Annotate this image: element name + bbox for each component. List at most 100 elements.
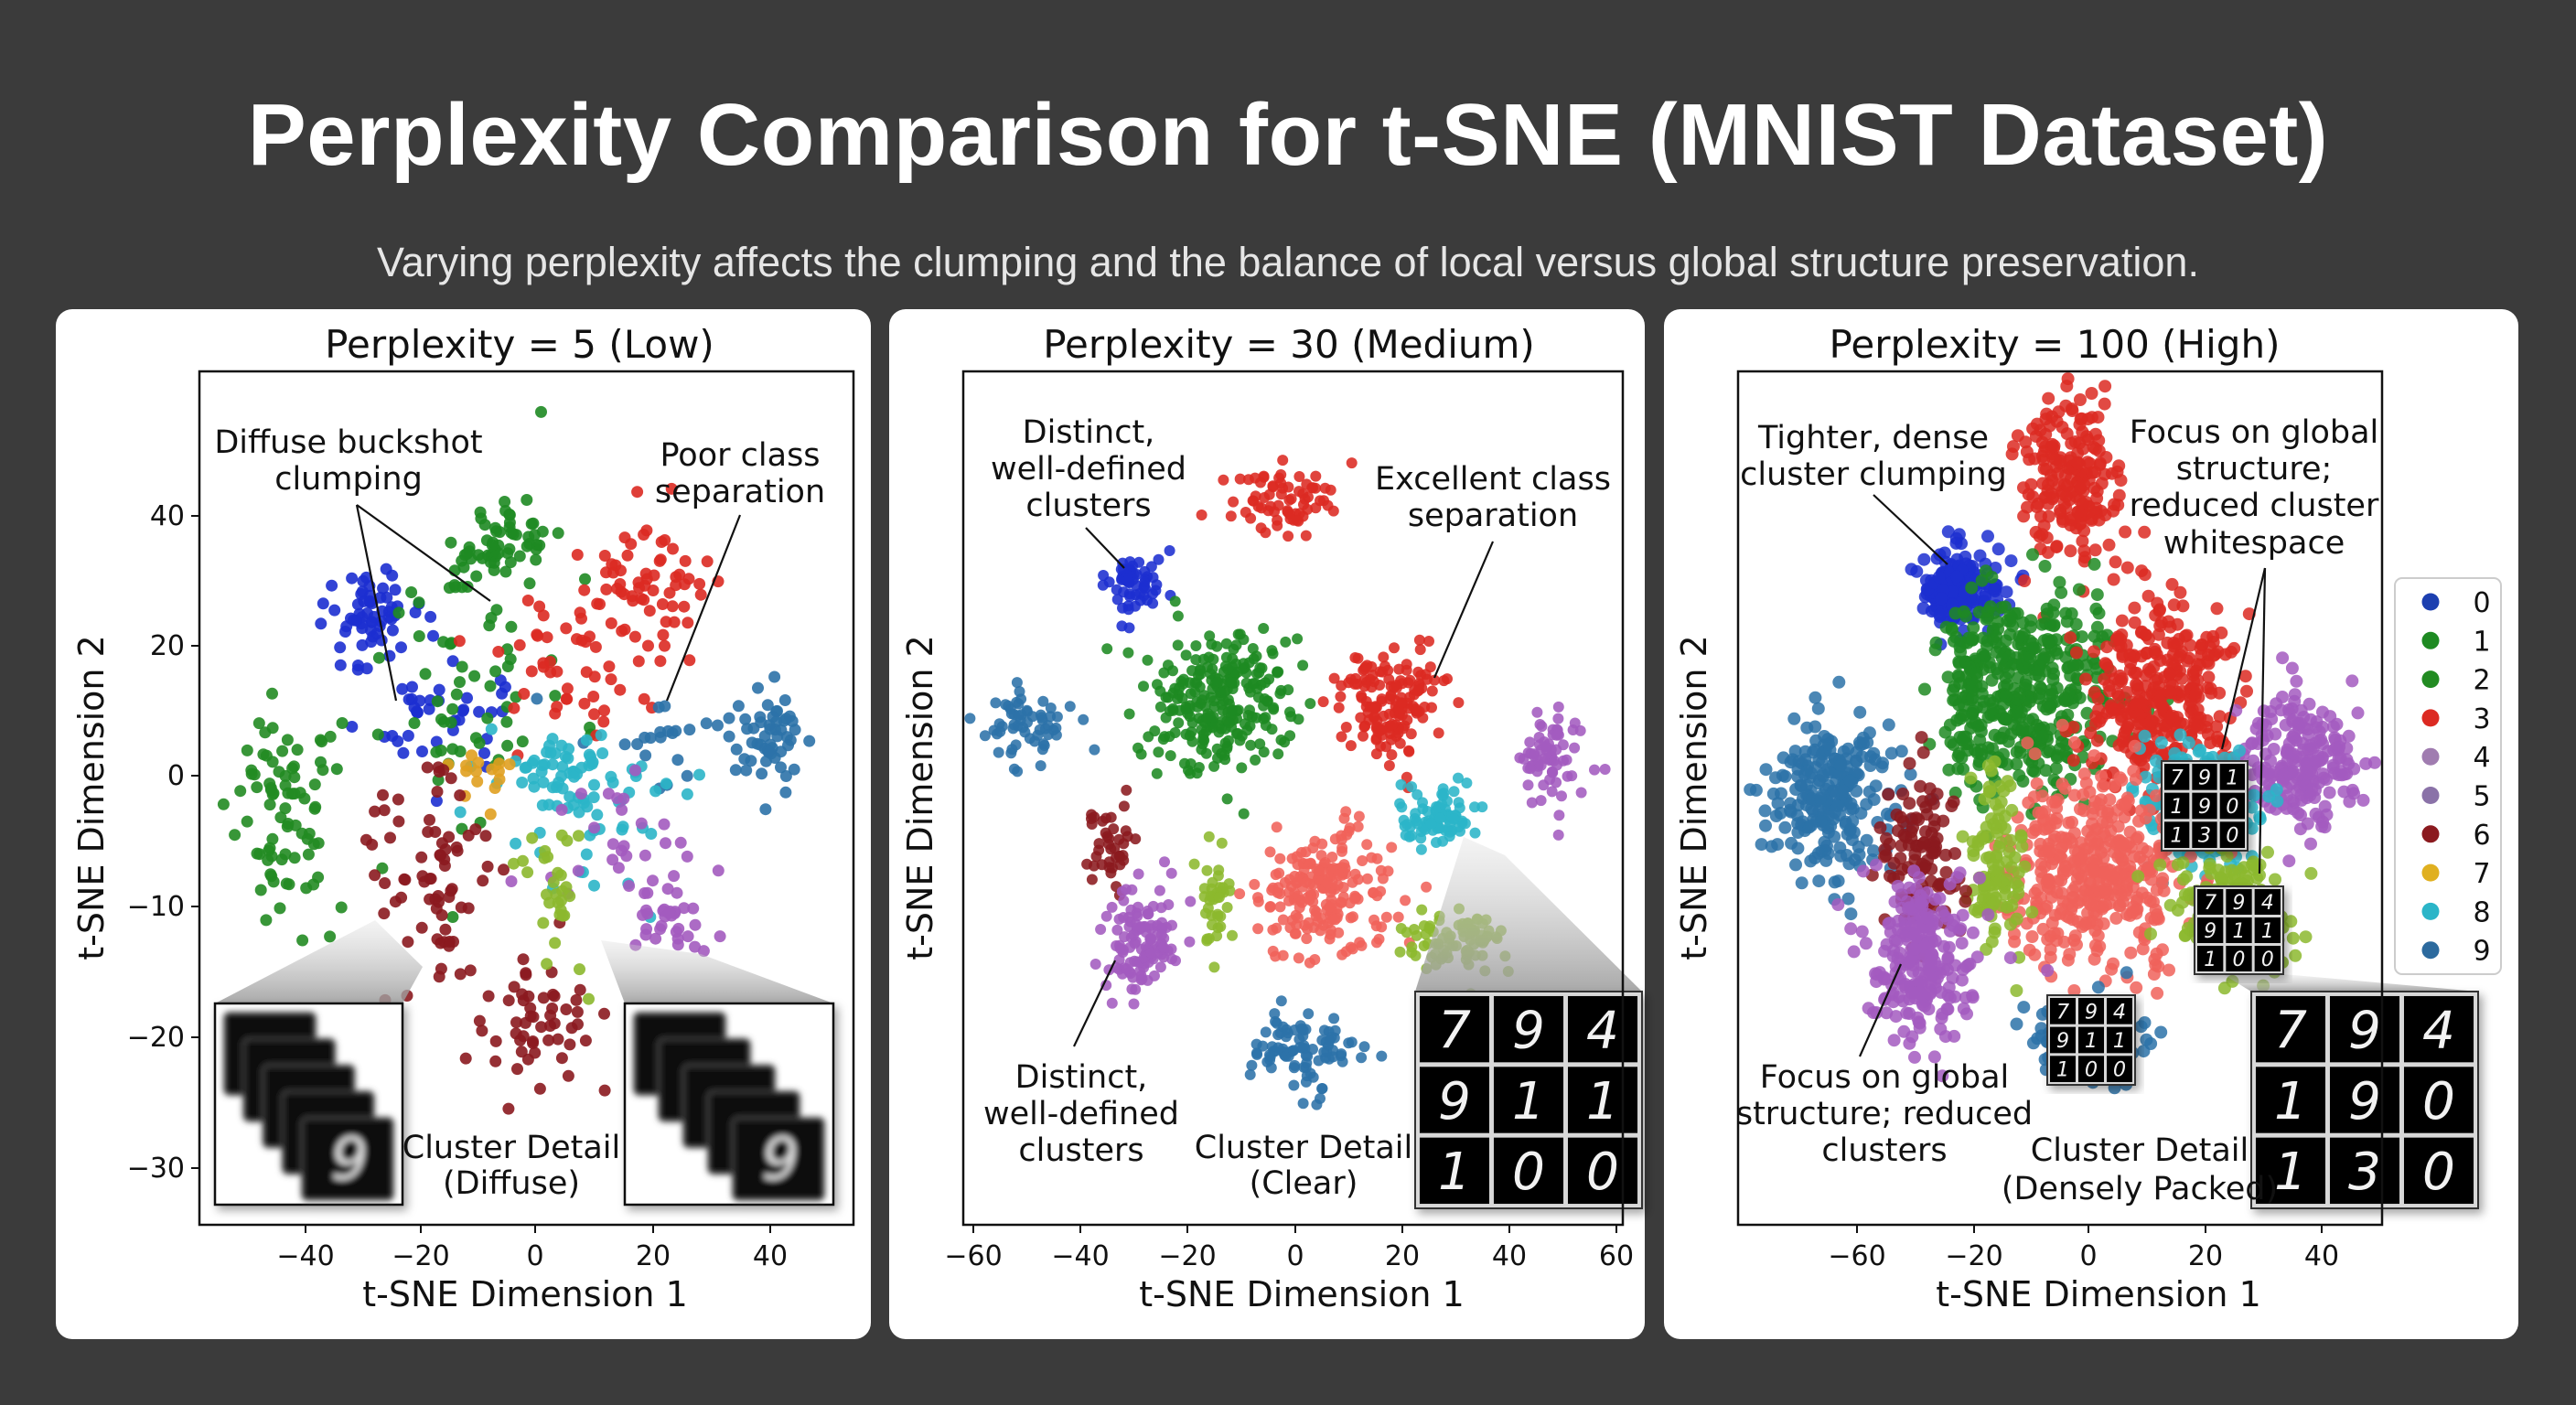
data-point-cluster-5 — [265, 870, 278, 883]
data-point-cluster-8 — [778, 694, 791, 706]
data-point-cluster-6 — [666, 600, 679, 613]
data-point-cluster-15 — [623, 880, 636, 892]
data-point-cluster-16 — [508, 857, 520, 870]
data-point-cluster-1 — [496, 687, 509, 700]
data-point-cluster-10 — [1903, 756, 1916, 770]
data-point-cluster-3 — [1378, 651, 1390, 663]
data-point-cluster-7 — [1118, 800, 1130, 812]
data-point-cluster-4 — [2323, 786, 2336, 799]
data-point-cluster-10 — [573, 806, 585, 819]
data-point-cluster-4 — [263, 842, 276, 854]
data-point-cluster-3 — [2156, 700, 2170, 713]
data-point-cluster-7 — [2115, 838, 2129, 852]
data-point-cluster-8 — [1185, 896, 1197, 907]
data-point-cluster-7 — [537, 609, 550, 622]
data-point-cluster-3 — [2088, 645, 2100, 659]
data-point-cluster-7 — [2067, 855, 2081, 869]
data-point-cluster-8 — [1135, 970, 1147, 981]
data-point-cluster-0 — [1950, 570, 1964, 584]
data-point-cluster-2 — [1160, 712, 1172, 724]
data-point-cluster-2 — [2010, 745, 2023, 759]
data-point-cluster-7 — [2067, 735, 2081, 749]
data-point-cluster-11 — [484, 808, 497, 820]
data-point-cluster-2 — [1200, 724, 1212, 736]
data-point-cluster-1 — [2074, 393, 2087, 406]
data-point-cluster-3 — [501, 739, 514, 752]
digit-cell — [1567, 995, 1638, 1063]
data-point-cluster-4 — [1013, 710, 1025, 722]
data-point-cluster-2 — [1986, 702, 2000, 716]
data-point-cluster-16 — [583, 992, 595, 1005]
data-point-cluster-1 — [2092, 434, 2106, 447]
data-point-cluster-5 — [1775, 787, 1787, 800]
data-point-cluster-0 — [1935, 592, 1948, 606]
data-point-cluster-7 — [2105, 962, 2119, 976]
data-point-cluster-5 — [1811, 846, 1825, 860]
data-point-cluster-12 — [1346, 1036, 1358, 1048]
data-point-cluster-4 — [2316, 767, 2330, 781]
data-point-cluster-2 — [2012, 630, 2026, 643]
data-point-cluster-3 — [405, 586, 418, 598]
data-point-cluster-6 — [631, 486, 644, 499]
data-point-cluster-13 — [459, 1052, 472, 1065]
data-point-cluster-2 — [1953, 677, 1967, 691]
data-point-cluster-2 — [2001, 678, 2014, 692]
data-point-cluster-1 — [1262, 505, 1274, 517]
data-point-cluster-2 — [1297, 660, 1309, 671]
data-point-cluster-2 — [478, 519, 491, 531]
data-point-cluster-1 — [1240, 507, 1251, 518]
data-point-cluster-2 — [1197, 734, 1208, 745]
data-point-cluster-16 — [552, 866, 564, 879]
data-point-cluster-14 — [687, 902, 700, 915]
data-point-cluster-10 — [1300, 846, 1312, 858]
data-point-cluster-9 — [1188, 858, 1200, 870]
data-point-cluster-2 — [1985, 673, 1999, 687]
data-point-cluster-2 — [552, 527, 564, 540]
data-point-cluster-1 — [1306, 482, 1318, 494]
data-point-cluster-9 — [644, 732, 657, 745]
data-point-cluster-10 — [1274, 853, 1286, 864]
data-point-cluster-15 — [616, 844, 628, 857]
data-point-cluster-9 — [712, 719, 724, 732]
data-point-cluster-4 — [1022, 716, 1033, 728]
data-point-cluster-5 — [1853, 705, 1867, 719]
data-point-cluster-13 — [482, 990, 495, 1003]
data-point-cluster-1 — [2060, 427, 2074, 441]
data-point-cluster-10 — [577, 797, 590, 810]
data-point-cluster-14 — [647, 874, 659, 887]
data-point-cluster-3 — [484, 680, 497, 692]
data-point-cluster-6 — [694, 588, 707, 601]
digit-cell — [1493, 1137, 1564, 1205]
data-point-cluster-3 — [2103, 684, 2117, 698]
data-point-cluster-10 — [562, 752, 574, 765]
data-point-cluster-4 — [2257, 704, 2270, 718]
data-point-cluster-3 — [2099, 658, 2113, 671]
data-point-cluster-0 — [2000, 585, 2013, 599]
data-point-cluster-7 — [2068, 880, 2082, 894]
data-point-cluster-1 — [2076, 534, 2089, 548]
data-point-cluster-5 — [1557, 739, 1569, 751]
data-point-cluster-8 — [761, 699, 774, 712]
data-point-cluster-12 — [1272, 1029, 1284, 1041]
data-point-cluster-1 — [2089, 501, 2103, 515]
data-point-cluster-12 — [366, 838, 379, 851]
data-point-cluster-10 — [580, 848, 593, 861]
data-point-cluster-10 — [568, 770, 580, 783]
data-point-cluster-10 — [1937, 814, 1950, 828]
data-point-cluster-3 — [2115, 614, 2129, 627]
data-point-cluster-2 — [1250, 668, 1262, 680]
data-point-cluster-7 — [2136, 942, 2150, 956]
data-point-cluster-10 — [1894, 810, 1907, 824]
data-point-cluster-0 — [1933, 607, 1947, 621]
data-point-cluster-4 — [2257, 734, 2270, 747]
data-point-cluster-2 — [2002, 735, 2015, 748]
data-point-cluster-0 — [315, 617, 327, 630]
data-point-cluster-7 — [2124, 946, 2138, 960]
data-point-cluster-3 — [500, 715, 513, 728]
data-point-cluster-7 — [2063, 948, 2077, 961]
data-point-cluster-8 — [1984, 764, 1998, 778]
data-point-cluster-2 — [1190, 654, 1202, 666]
digit-cell — [1419, 1137, 1490, 1205]
data-point-cluster-5 — [1771, 797, 1785, 810]
data-point-cluster-12 — [1297, 1098, 1309, 1110]
